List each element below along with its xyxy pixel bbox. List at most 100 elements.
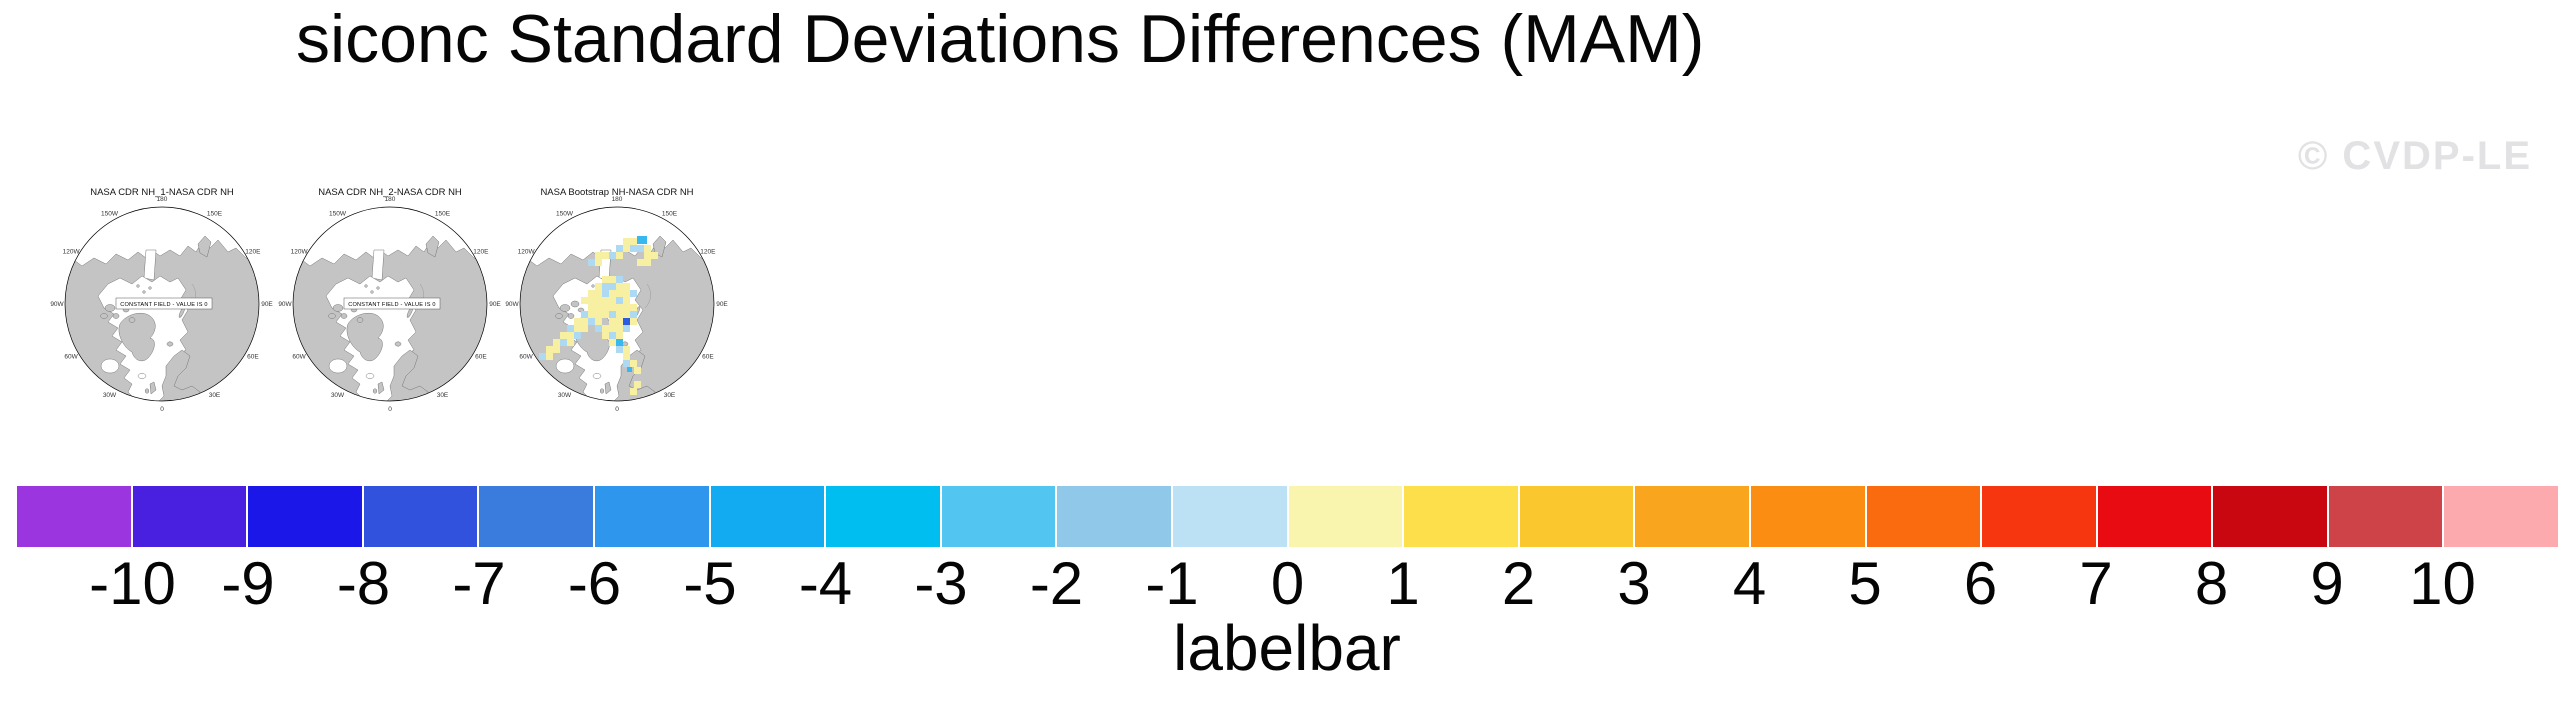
- difference-cell: [623, 360, 630, 367]
- graticule-label: 150W: [101, 210, 119, 217]
- hudson-bay: [555, 358, 575, 374]
- island: [112, 313, 120, 319]
- difference-cell: [616, 346, 623, 353]
- graticule-label: 150W: [556, 210, 574, 217]
- difference-cell: [574, 318, 581, 325]
- difference-cell: [623, 353, 630, 360]
- labelbar-tick: 10: [2409, 550, 2476, 617]
- labelbar-color-box: [826, 486, 940, 547]
- labelbar-title: labelbar: [1173, 612, 1401, 684]
- graticule-label: 180: [385, 196, 396, 203]
- graticule-label: 60E: [247, 354, 259, 361]
- difference-cell: [609, 276, 616, 283]
- graticule-label: 0: [160, 406, 164, 413]
- difference-cell: [609, 332, 616, 339]
- difference-cell: [602, 332, 609, 339]
- labelbar-tick: 3: [1617, 550, 1651, 617]
- difference-cell: [602, 276, 609, 283]
- graticule-label: 60E: [702, 354, 714, 361]
- difference-cell: [623, 238, 630, 245]
- graticule-label: 120E: [473, 249, 489, 256]
- difference-cell: [595, 259, 602, 266]
- difference-cell: [553, 346, 560, 353]
- britain: [149, 381, 157, 395]
- greenland: [118, 313, 156, 362]
- graticule-label: 90E: [489, 301, 501, 308]
- bering-strait: [371, 249, 385, 281]
- graticule-label: 60W: [519, 354, 533, 361]
- difference-cell: [567, 332, 574, 339]
- difference-cell: [609, 290, 616, 297]
- island: [356, 317, 364, 323]
- ireland: [144, 388, 150, 394]
- difference-cell: [616, 311, 623, 318]
- map-panel-1: NASA CDR NH_1-NASA CDR NH: [48, 186, 276, 413]
- island: [104, 304, 116, 312]
- difference-cell: [602, 325, 609, 332]
- labelbar-tick: 1: [1386, 550, 1420, 617]
- map-rim: [292, 206, 488, 402]
- graticule-label: 90W: [505, 301, 519, 308]
- iceland: [365, 373, 375, 379]
- graticule-label: 120E: [245, 249, 261, 256]
- difference-cell: [567, 325, 574, 332]
- difference-cell: [623, 311, 630, 318]
- difference-cell: [616, 304, 623, 311]
- island: [100, 313, 108, 319]
- difference-cell: [623, 318, 630, 325]
- difference-cell: [637, 259, 644, 266]
- map-title: NASA CDR NH_1-NASA CDR NH: [90, 187, 234, 198]
- difference-cell: [588, 290, 595, 297]
- difference-cell: [539, 353, 546, 360]
- difference-cell: [609, 283, 616, 290]
- islet: [376, 286, 380, 290]
- page-title: siconc Standard Deviations Differences (…: [296, 1, 1705, 77]
- difference-cell: [560, 339, 567, 346]
- labelbar-color-box: [1982, 486, 2096, 547]
- difference-cell: [595, 283, 602, 290]
- labelbar-color-box: [2213, 486, 2327, 547]
- map-title: NASA CDR NH_2-NASA CDR NH: [318, 187, 462, 198]
- map-panel-2: NASA CDR NH_2-NASA CDR NH: [276, 186, 504, 413]
- difference-cell: [609, 252, 616, 259]
- difference-cell: [616, 339, 623, 346]
- difference-cell: [623, 346, 630, 353]
- difference-cell: [634, 381, 641, 388]
- greenland: [346, 313, 384, 362]
- ireland: [599, 388, 605, 394]
- graticule-label: 90W: [278, 301, 292, 308]
- graticule-label: 150W: [329, 210, 347, 217]
- difference-cell: [588, 297, 595, 304]
- graticule-label: 30W: [103, 392, 117, 399]
- difference-cell: [602, 252, 609, 259]
- labelbar-color-box: [710, 486, 825, 547]
- difference-cell: [602, 290, 609, 297]
- labelbar-color-box: [1172, 486, 1287, 547]
- graticule-label: 150E: [435, 210, 451, 217]
- kamchatka-land: [425, 235, 440, 258]
- labelbar-color-box: [1288, 486, 1403, 547]
- labelbar-tick: -4: [798, 550, 853, 617]
- graticule-label: 120E: [700, 249, 716, 256]
- graticule-label: 90W: [50, 301, 64, 308]
- labelbar-tick: 2: [1501, 550, 1536, 617]
- difference-cell: [623, 297, 630, 304]
- difference-cell: [602, 311, 609, 318]
- graticule-label: 60E: [475, 354, 487, 361]
- difference-cell: [623, 325, 630, 332]
- iceland: [137, 373, 147, 379]
- svalbard: [166, 341, 174, 347]
- difference-cell: [602, 297, 609, 304]
- britain: [604, 381, 612, 395]
- polar-map: 180 150E 120E 90E 60E 30E 0 30W 60W 90W 120W 150W C…: [50, 196, 273, 413]
- cvdp-watermark: © CVDP-LE: [2297, 134, 2532, 178]
- labelbar-color-box: [594, 486, 709, 547]
- difference-cell: [595, 318, 602, 325]
- difference-cell: [574, 332, 581, 339]
- difference-cell: [623, 304, 630, 311]
- island: [128, 317, 136, 323]
- difference-cell: [630, 360, 637, 367]
- labelbar-tick: -3: [914, 550, 968, 617]
- difference-cell: [588, 318, 595, 325]
- difference-cell: [609, 311, 616, 318]
